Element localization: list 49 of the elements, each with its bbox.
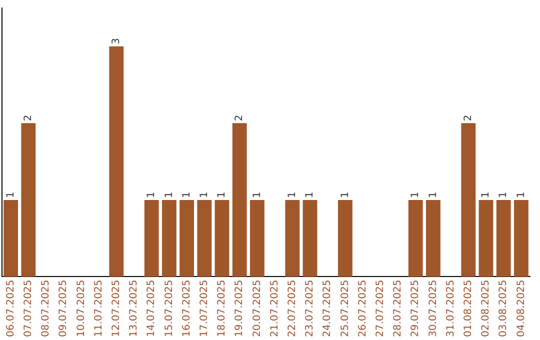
x-tick-label: 14.07.2025 (146, 280, 158, 338)
x-tick-label: 27.07.2025 (374, 280, 386, 338)
x-tick-label: 25.07.2025 (340, 280, 351, 338)
x-tick-label: 22.07.2025 (286, 280, 298, 338)
data-label: 1 (304, 192, 316, 198)
x-tick-label: 21.07.2025 (269, 280, 280, 338)
x-tick-label: 20.07.2025 (252, 280, 263, 338)
x-tick-label: 17.07.2025 (198, 280, 210, 338)
x-tick-label: 03.08.2025 (498, 280, 510, 338)
data-label: 1 (146, 192, 158, 198)
x-tick-label: 16.07.2025 (181, 280, 192, 338)
x-tick-label: 06.07.2025 (5, 280, 16, 338)
data-label: 1 (480, 192, 492, 198)
x-tick-label: 26.07.2025 (357, 280, 368, 338)
x-tick-label: 18.07.2025 (216, 280, 228, 338)
x-tick-label: 29.07.2025 (410, 280, 422, 338)
data-label: 1 (498, 192, 510, 198)
x-tick-label: 19.07.2025 (234, 280, 246, 338)
data-label: 1 (181, 192, 192, 198)
data-label: 1 (428, 192, 439, 198)
data-label: 3 (110, 38, 122, 44)
data-label: 1 (198, 192, 210, 198)
x-tick-label: 30.07.2025 (428, 280, 439, 338)
x-tick-label: 28.07.2025 (392, 280, 404, 338)
data-label: 1 (5, 192, 16, 198)
x-tick-label: 07.07.2025 (22, 280, 34, 338)
data-label: 1 (516, 192, 527, 198)
data-label: 2 (234, 114, 246, 122)
x-tick-label: 04.08.2025 (516, 280, 527, 338)
data-label: 1 (340, 192, 351, 198)
x-tick-label: 31.07.2025 (445, 280, 456, 338)
x-tick-label: 09.07.2025 (58, 280, 70, 338)
data-label: 1 (252, 192, 263, 198)
data-label: 1 (164, 192, 175, 198)
x-tick-label: 23.07.2025 (304, 280, 316, 338)
data-label: 1 (410, 192, 422, 198)
x-tick-label: 24.07.2025 (322, 280, 334, 338)
data-label: 1 (216, 192, 228, 198)
x-tick-label: 02.08.2025 (480, 280, 492, 338)
data-label: 2 (462, 114, 474, 122)
x-tick-label: 11.07.2025 (93, 280, 104, 338)
x-tick-label: 08.07.2025 (40, 280, 52, 338)
data-label: 1 (286, 192, 298, 198)
x-tick-label: 13.07.2025 (128, 280, 140, 338)
x-tick-label: 01.08.2025 (462, 280, 474, 338)
x-tick-label: 15.07.2025 (164, 280, 175, 338)
data-label: 2 (22, 114, 34, 122)
x-tick-label: 10.07.2025 (76, 280, 87, 338)
x-tick-label: 12.07.2025 (110, 280, 122, 338)
